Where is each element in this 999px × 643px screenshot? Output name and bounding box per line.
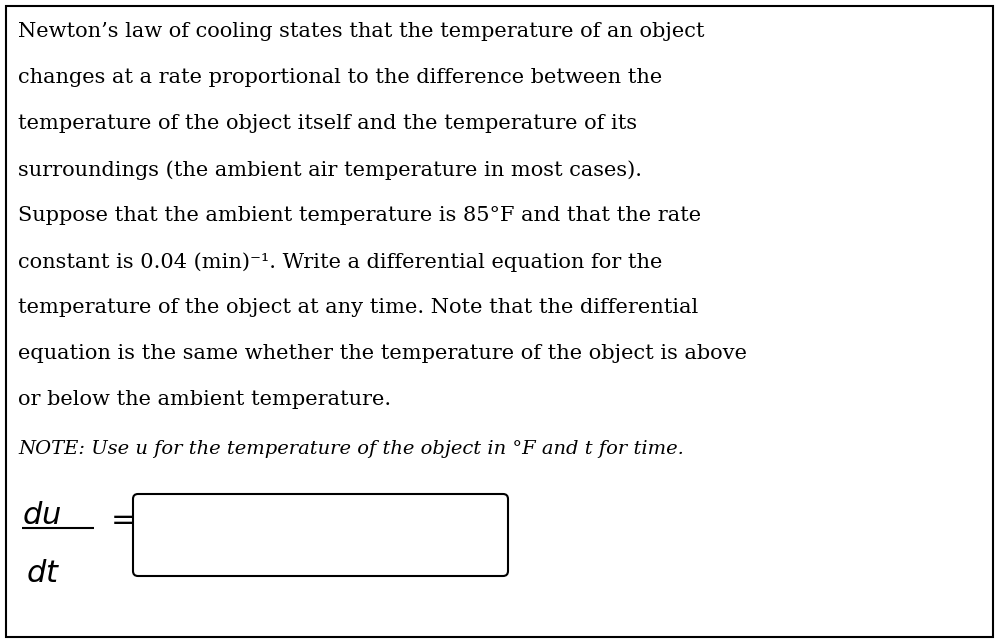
Text: Suppose that the ambient temperature is 85°F and that the rate: Suppose that the ambient temperature is …: [18, 206, 701, 225]
Text: or below the ambient temperature.: or below the ambient temperature.: [18, 390, 392, 409]
FancyBboxPatch shape: [133, 494, 508, 576]
Text: temperature of the object itself and the temperature of its: temperature of the object itself and the…: [18, 114, 637, 133]
Text: changes at a rate proportional to the difference between the: changes at a rate proportional to the di…: [18, 68, 662, 87]
Text: equation is the same whether the temperature of the object is above: equation is the same whether the tempera…: [18, 344, 747, 363]
Text: Newton’s law of cooling states that the temperature of an object: Newton’s law of cooling states that the …: [18, 22, 704, 41]
Text: constant is 0.04 (min)⁻¹. Write a differential equation for the: constant is 0.04 (min)⁻¹. Write a differ…: [18, 252, 662, 272]
FancyBboxPatch shape: [6, 6, 993, 637]
Text: $dt$: $dt$: [26, 558, 60, 589]
Text: surroundings (the ambient air temperature in most cases).: surroundings (the ambient air temperatur…: [18, 160, 642, 179]
Text: temperature of the object at any time. Note that the differential: temperature of the object at any time. N…: [18, 298, 698, 317]
Text: $du$: $du$: [22, 500, 61, 531]
Text: $=$: $=$: [105, 502, 135, 534]
Text: NOTE: Use u for the temperature of the object in °F and t for time.: NOTE: Use u for the temperature of the o…: [18, 440, 684, 458]
